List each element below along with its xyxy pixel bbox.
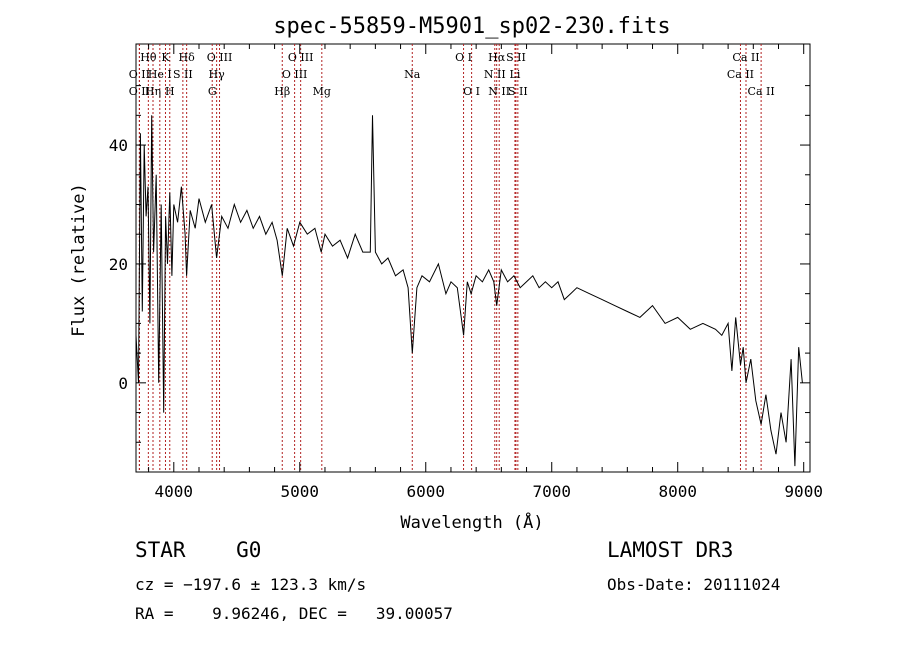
- line-label-3: Hη: [145, 85, 161, 98]
- line-label-18: O I: [463, 85, 480, 98]
- line-label-14: O III: [282, 68, 308, 81]
- observation-date: Obs-Date: 20111024: [607, 575, 781, 594]
- x-tick-label-2: 6000: [406, 482, 445, 501]
- y-axis-label: Flux (relative): [69, 183, 89, 337]
- object-class: STAR G0: [135, 538, 262, 562]
- x-tick-label-1: 5000: [281, 482, 320, 501]
- line-label-25: Ca II: [732, 51, 759, 64]
- line-label-1: O II: [129, 68, 150, 81]
- chart-title: spec-55859-M5901_sp02-230.fits: [273, 14, 670, 39]
- line-label-8: Hδ: [179, 51, 196, 64]
- line-label-22: Li: [510, 68, 521, 81]
- line-label-27: Ca II: [748, 85, 775, 98]
- line-label-20: S II: [506, 51, 526, 64]
- y-tick-label-0: 0: [118, 374, 128, 393]
- line-label-23: N II: [488, 85, 510, 98]
- line-label-6: H: [165, 85, 175, 98]
- axis-ticks: 4000 5000 6000 7000 8000 9000 0 20 40: [109, 44, 823, 501]
- line-label-26: Ca II: [727, 68, 754, 81]
- line-label-15: Mg: [313, 85, 331, 98]
- x-tick-label-3: 7000: [532, 482, 571, 501]
- spectral-line-markers: [138, 44, 762, 472]
- x-tick-label-0: 4000: [155, 482, 194, 501]
- y-tick-label-1: 20: [109, 255, 128, 274]
- spectrum-line: [135, 115, 803, 467]
- line-label-11: G: [208, 85, 217, 98]
- line-label-19: Hα: [488, 51, 506, 64]
- plot-frame: [135, 43, 811, 473]
- line-label-10: Hγ: [209, 68, 226, 81]
- line-label-16: Na: [404, 68, 421, 81]
- line-label-24: S II: [508, 85, 528, 98]
- x-tick-label-4: 8000: [658, 482, 697, 501]
- line-label-0: Hθ: [140, 51, 157, 64]
- line-label-17: O I: [455, 51, 472, 64]
- line-label-5: K: [161, 51, 170, 64]
- line-label-13: O III: [288, 51, 314, 64]
- line-label-12: Hβ: [274, 85, 290, 98]
- redshift-cz: cz = −197.6 ± 123.3 km/s: [135, 575, 367, 594]
- line-label-2: O II: [129, 85, 150, 98]
- ra-dec: RA = 9.96246, DEC = 39.00057: [135, 604, 453, 623]
- line-label-21: N II: [484, 68, 506, 81]
- x-tick-label-5: 9000: [784, 482, 823, 501]
- line-label-7: S II: [173, 68, 193, 81]
- line-label-9: O III: [207, 51, 233, 64]
- line-label-4: He I: [148, 68, 172, 81]
- x-axis-label: Wavelength (Å): [400, 511, 543, 533]
- survey-name: LAMOST DR3: [607, 538, 734, 562]
- y-tick-label-2: 40: [109, 136, 128, 155]
